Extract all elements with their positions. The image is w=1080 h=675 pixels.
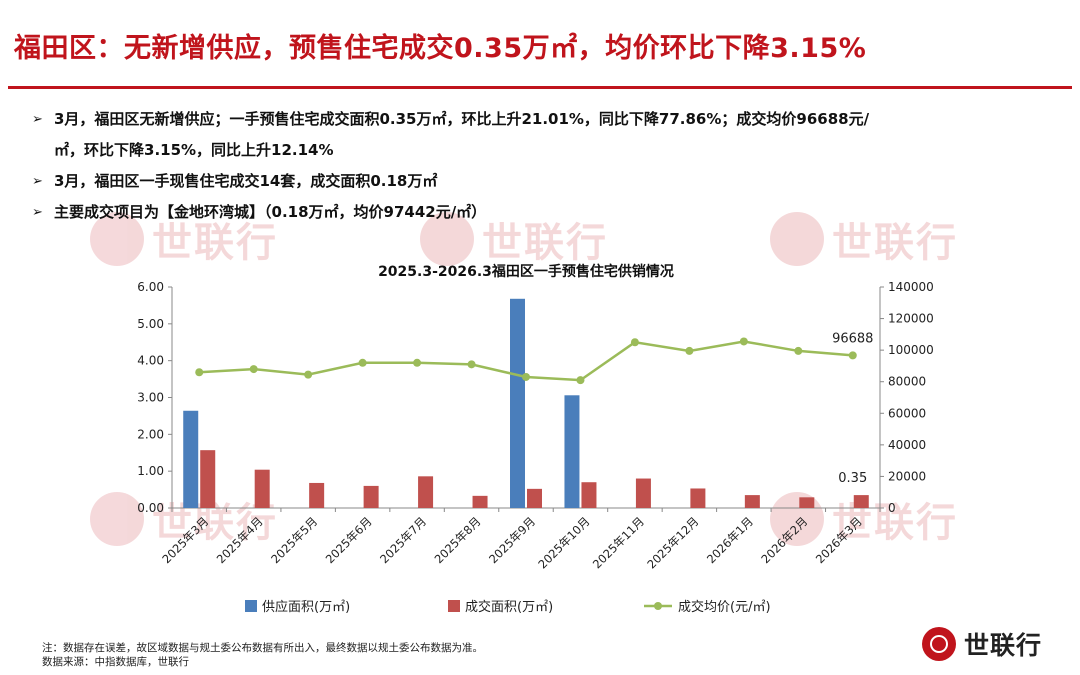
price-point xyxy=(522,372,530,381)
right-tick-label: 140000 xyxy=(888,280,934,294)
bar-sales xyxy=(690,488,706,508)
right-tick-label: 0 xyxy=(888,501,896,515)
x-tick-label: 2025年12月 xyxy=(644,514,701,571)
bullet-text: 3月，福田区无新增供应；一手预售住宅成交面积0.35万㎡，环比上升21.01%，… xyxy=(54,110,870,128)
legend-swatch xyxy=(448,600,460,612)
page-title: 福田区：无新增供应，预售住宅成交0.35万㎡，均价环比下降3.15% xyxy=(14,33,867,64)
price-point xyxy=(249,365,258,374)
price-point xyxy=(413,358,422,367)
x-tick-label: 2025年11月 xyxy=(590,514,647,571)
x-tick-label: 2025年4月 xyxy=(214,514,266,566)
left-tick-label: 2.00 xyxy=(137,427,164,441)
brand-logo-icon xyxy=(922,627,956,661)
legend-label: 成交面积(万㎡) xyxy=(465,599,553,615)
legend-label: 成交均价(元/㎡) xyxy=(678,599,771,615)
arrow-bullet-icon: ➢ xyxy=(32,174,43,189)
bullet-text: 主要成交项目为【金地环湾城】（0.18万㎡，均价97442元/㎡） xyxy=(54,203,487,221)
bullet-item: ➢ 3月，福田区无新增供应；一手预售住宅成交面积0.35万㎡，环比上升21.01… xyxy=(32,104,1052,135)
right-tick-label: 40000 xyxy=(888,438,926,452)
bar-sales xyxy=(200,450,216,508)
price-point xyxy=(630,338,639,347)
x-tick-label: 2026年2月 xyxy=(758,514,810,566)
left-tick-label: 1.00 xyxy=(137,464,164,478)
right-tick-label: 100000 xyxy=(888,343,934,357)
x-tick-label: 2025年5月 xyxy=(268,514,320,566)
bar-sales xyxy=(418,476,434,508)
arrow-bullet-icon: ➢ xyxy=(32,112,43,127)
price-point xyxy=(739,337,748,346)
bullet-item: ➢ 3月，福田区一手现售住宅成交14套，成交面积0.18万㎡ xyxy=(32,166,1052,197)
bar-sales xyxy=(472,495,488,508)
bar-sales xyxy=(744,495,760,508)
price-point xyxy=(794,346,803,355)
left-tick-label: 5.00 xyxy=(137,317,164,331)
price-point xyxy=(195,368,204,377)
x-tick-label: 2025年8月 xyxy=(432,514,484,566)
bar-supply xyxy=(564,395,580,508)
summary-bullets: ➢ 3月，福田区无新增供应；一手预售住宅成交面积0.35万㎡，环比上升21.01… xyxy=(32,104,1052,228)
chart-title: 2025.3-2026.3福田区一手预售住宅供销情况 xyxy=(378,263,674,280)
data-label: 0.35 xyxy=(838,471,867,486)
bar-supply xyxy=(183,410,199,508)
legend-label: 供应面积(万㎡) xyxy=(262,599,350,615)
footnote-note: 注：数据存在误差，故区域数据与规土委公布数据有所出入，最终数据以规土委公布数据为… xyxy=(42,642,483,654)
price-point xyxy=(685,346,694,355)
left-tick-label: 4.00 xyxy=(137,354,164,368)
price-point xyxy=(576,376,585,385)
price-point xyxy=(304,370,313,379)
footnote: 注：数据存在误差，故区域数据与规土委公布数据有所出入，最终数据以规土委公布数据为… xyxy=(42,641,483,669)
bar-sales xyxy=(853,495,869,508)
left-tick-label: 6.00 xyxy=(137,280,164,294)
x-tick-label: 2025年10月 xyxy=(535,514,592,571)
footnote-source: 数据来源：中指数据库，世联行 xyxy=(42,656,189,668)
bullet-text-continued: ㎡，环比下降3.15%，同比上升12.14% xyxy=(54,141,334,159)
right-tick-label: 80000 xyxy=(888,375,926,389)
legend-swatch xyxy=(245,600,257,612)
x-tick-label: 2025年9月 xyxy=(486,514,538,566)
left-tick-label: 0.00 xyxy=(137,501,164,515)
bar-sales xyxy=(254,469,270,508)
brand: 世联行 xyxy=(922,626,1042,662)
price-point xyxy=(358,358,367,367)
x-tick-label: 2026年3月 xyxy=(813,514,865,566)
bar-sales xyxy=(635,478,651,508)
bar-sales xyxy=(309,482,325,508)
x-tick-label: 2026年1月 xyxy=(704,514,756,566)
x-tick-label: 2025年7月 xyxy=(377,514,429,566)
legend-swatch xyxy=(654,602,662,610)
bar-sales xyxy=(799,497,815,508)
bar-supply xyxy=(510,298,525,508)
right-tick-label: 60000 xyxy=(888,406,926,420)
bullet-item: ➢ 主要成交项目为【金地环湾城】（0.18万㎡，均价97442元/㎡） xyxy=(32,197,1052,228)
bullet-text: 3月，福田区一手现售住宅成交14套，成交面积0.18万㎡ xyxy=(54,172,438,190)
price-point xyxy=(848,351,857,360)
bar-sales xyxy=(527,488,542,508)
data-label: 96688 xyxy=(832,331,873,346)
right-tick-label: 20000 xyxy=(888,469,926,483)
left-tick-label: 3.00 xyxy=(137,391,164,405)
bar-sales xyxy=(581,482,597,508)
bar-sales xyxy=(363,485,379,508)
x-tick-label: 2025年6月 xyxy=(323,514,375,566)
right-tick-label: 120000 xyxy=(888,312,934,326)
arrow-bullet-icon: ➢ xyxy=(32,205,43,220)
title-divider xyxy=(8,86,1072,89)
price-point xyxy=(467,360,476,369)
brand-name: 世联行 xyxy=(964,631,1043,660)
x-tick-label: 2025年3月 xyxy=(159,514,211,566)
